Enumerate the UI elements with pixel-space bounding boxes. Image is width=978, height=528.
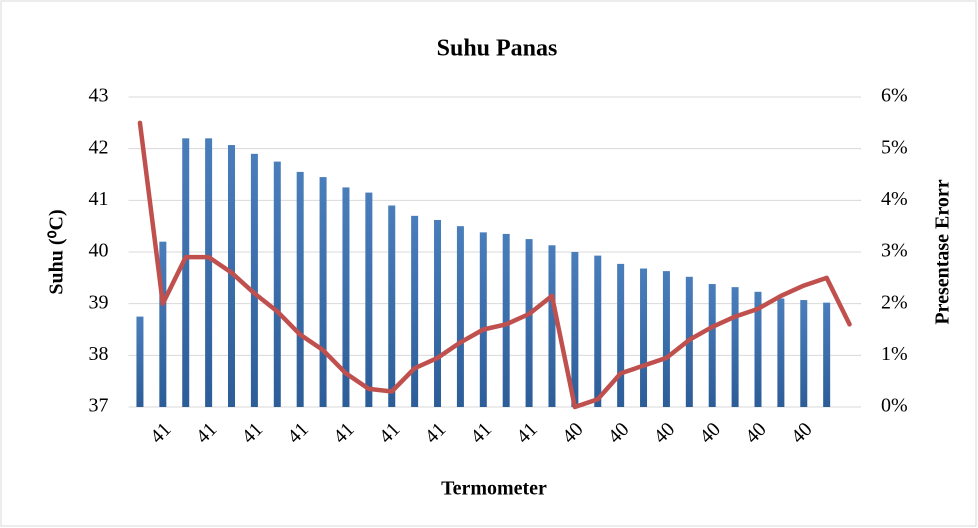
bar bbox=[502, 233, 510, 407]
bar bbox=[754, 291, 762, 407]
x-axis-label: Termometer bbox=[441, 478, 547, 500]
y-tick-label: 43 bbox=[89, 85, 109, 107]
bar bbox=[136, 316, 144, 407]
bar bbox=[273, 161, 281, 407]
bar bbox=[777, 298, 785, 407]
y-tick-label: 40 bbox=[89, 240, 109, 262]
bar bbox=[205, 138, 213, 408]
y-axis-label: Suhu (⁰C) bbox=[46, 209, 68, 294]
line bbox=[137, 120, 852, 410]
bar bbox=[228, 145, 236, 408]
y2-tick-label: 5% bbox=[881, 136, 908, 158]
bar bbox=[159, 241, 167, 407]
bar bbox=[800, 300, 808, 407]
bar bbox=[411, 215, 419, 407]
bar bbox=[617, 263, 625, 407]
y2-tick-label: 3% bbox=[881, 240, 908, 262]
bar bbox=[456, 226, 464, 407]
bar bbox=[548, 245, 556, 407]
bar bbox=[388, 205, 396, 407]
bar bbox=[594, 255, 602, 407]
y2-tick-label: 0% bbox=[881, 395, 908, 417]
bar bbox=[525, 239, 533, 407]
bar bbox=[571, 252, 579, 407]
bar bbox=[365, 192, 373, 407]
chart-title: Suhu Panas bbox=[437, 36, 558, 62]
bar bbox=[342, 187, 350, 407]
bar bbox=[182, 138, 190, 408]
y2-tick-label: 1% bbox=[881, 343, 908, 365]
y-tick-label: 38 bbox=[89, 343, 109, 365]
bar bbox=[296, 171, 304, 407]
y-tick-label: 41 bbox=[89, 188, 109, 210]
y2-tick-label: 4% bbox=[881, 188, 908, 210]
bar bbox=[250, 153, 258, 407]
bar bbox=[823, 302, 831, 407]
y2-tick-label: 6% bbox=[881, 85, 908, 107]
y2-axis-label: Presentase Erorr bbox=[932, 179, 954, 324]
y-tick-label: 37 bbox=[89, 395, 109, 417]
bar bbox=[479, 232, 487, 407]
bar bbox=[640, 268, 648, 407]
bar bbox=[434, 219, 442, 407]
y2-tick-label: 2% bbox=[881, 291, 908, 313]
bar bbox=[731, 287, 739, 407]
bar bbox=[662, 271, 670, 407]
y-tick-label: 39 bbox=[89, 291, 109, 313]
bar bbox=[319, 177, 327, 407]
y-tick-label: 42 bbox=[89, 136, 109, 158]
bar bbox=[708, 284, 716, 407]
